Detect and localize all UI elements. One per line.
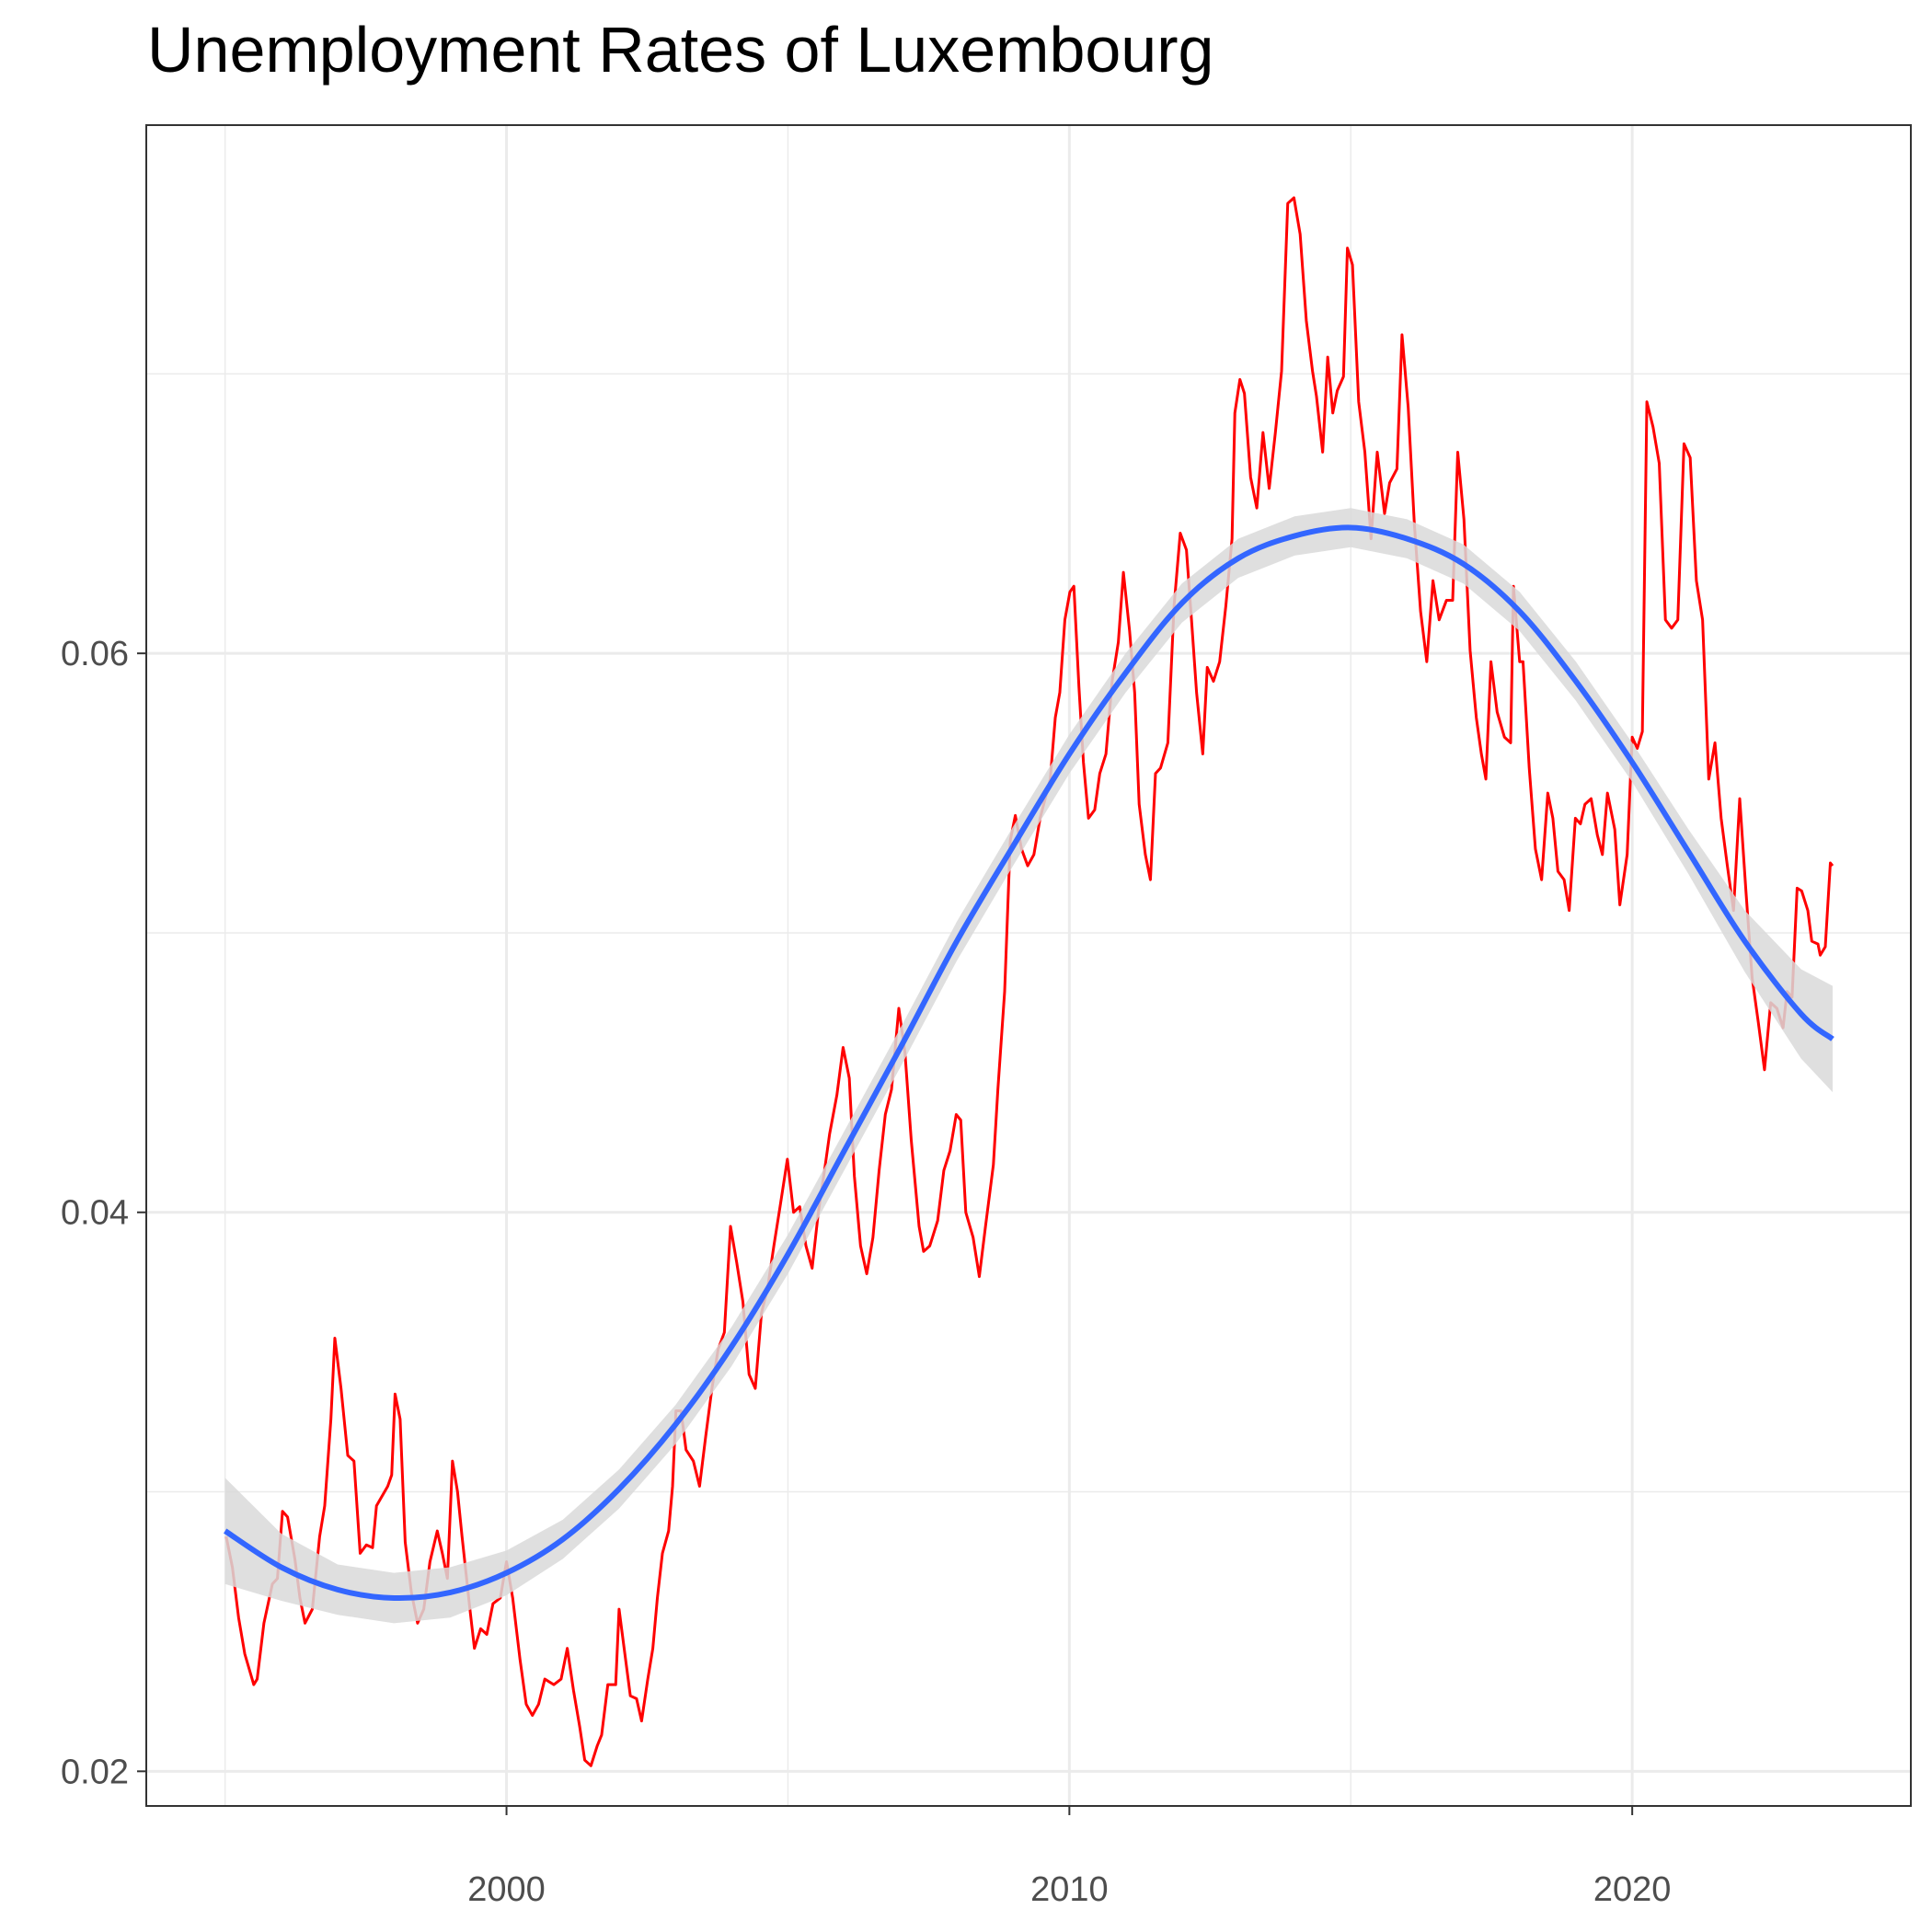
plot-marks: [224, 196, 1834, 1767]
panel-border: [145, 124, 1912, 1807]
y-tick-label: 0.02: [61, 1753, 129, 1791]
x-tick-label: 2000: [467, 1870, 546, 1909]
grid: [146, 125, 1911, 1806]
smooth-line: [224, 524, 1834, 1602]
axes: 2000 2010 2020 0.02 0.04 0.06: [61, 635, 1671, 1909]
chart-title: Unemployment Rates of Luxembourg: [147, 14, 1213, 86]
data-line: [224, 196, 1834, 1767]
x-tick-label: 2010: [1030, 1870, 1109, 1909]
y-tick-label: 0.04: [61, 1194, 129, 1233]
x-tick-label: 2020: [1593, 1870, 1672, 1909]
y-tick-label: 0.06: [61, 635, 129, 673]
